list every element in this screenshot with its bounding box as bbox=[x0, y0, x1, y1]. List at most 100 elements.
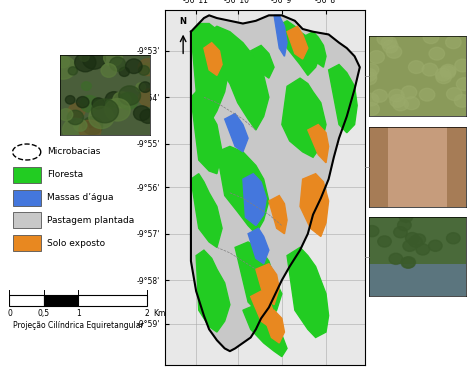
Circle shape bbox=[82, 49, 105, 69]
Text: Massas d’água: Massas d’água bbox=[47, 193, 113, 202]
Polygon shape bbox=[251, 45, 274, 78]
Circle shape bbox=[65, 96, 75, 104]
Circle shape bbox=[378, 236, 392, 247]
Circle shape bbox=[402, 257, 416, 268]
Bar bbox=[9, 296, 44, 306]
Polygon shape bbox=[196, 250, 230, 332]
Circle shape bbox=[446, 36, 461, 49]
Polygon shape bbox=[261, 264, 277, 299]
Polygon shape bbox=[225, 114, 248, 152]
Polygon shape bbox=[217, 146, 269, 234]
Circle shape bbox=[405, 233, 419, 244]
Circle shape bbox=[140, 109, 156, 124]
Circle shape bbox=[404, 97, 419, 110]
Circle shape bbox=[104, 49, 122, 66]
Polygon shape bbox=[302, 32, 326, 67]
Polygon shape bbox=[277, 21, 321, 75]
Text: 0,5: 0,5 bbox=[38, 309, 50, 318]
Circle shape bbox=[139, 82, 151, 92]
Circle shape bbox=[423, 31, 439, 44]
Circle shape bbox=[361, 72, 377, 85]
Bar bbox=[13, 190, 41, 206]
Bar bbox=[388, 127, 447, 207]
Polygon shape bbox=[248, 228, 269, 264]
Circle shape bbox=[422, 63, 438, 76]
Polygon shape bbox=[282, 78, 326, 157]
Circle shape bbox=[389, 89, 404, 102]
Polygon shape bbox=[191, 174, 222, 247]
Circle shape bbox=[80, 96, 99, 112]
Text: Projeção Cilíndrica Equiretangular: Projeção Cilíndrica Equiretangular bbox=[13, 321, 144, 330]
Circle shape bbox=[429, 48, 445, 60]
Polygon shape bbox=[243, 174, 266, 226]
Bar bbox=[13, 235, 41, 251]
Circle shape bbox=[364, 103, 379, 116]
Circle shape bbox=[364, 93, 379, 106]
Polygon shape bbox=[204, 43, 222, 75]
Text: 1: 1 bbox=[76, 309, 81, 318]
Circle shape bbox=[73, 119, 87, 131]
Circle shape bbox=[75, 53, 96, 72]
Circle shape bbox=[86, 119, 95, 128]
Circle shape bbox=[409, 61, 424, 73]
Polygon shape bbox=[269, 196, 287, 234]
Circle shape bbox=[455, 59, 470, 72]
Circle shape bbox=[372, 89, 387, 102]
Text: 0: 0 bbox=[7, 309, 12, 318]
Circle shape bbox=[92, 98, 105, 109]
Circle shape bbox=[383, 40, 398, 53]
Circle shape bbox=[63, 118, 89, 141]
Polygon shape bbox=[328, 65, 357, 133]
Circle shape bbox=[365, 226, 379, 237]
Circle shape bbox=[416, 244, 429, 255]
Circle shape bbox=[138, 59, 157, 76]
Bar bbox=[78, 296, 147, 306]
Circle shape bbox=[67, 110, 83, 125]
Circle shape bbox=[138, 66, 149, 75]
Polygon shape bbox=[287, 26, 308, 59]
Circle shape bbox=[381, 36, 397, 49]
Circle shape bbox=[436, 71, 451, 84]
Circle shape bbox=[126, 59, 142, 74]
Bar bbox=[369, 127, 388, 207]
Polygon shape bbox=[287, 247, 328, 337]
Circle shape bbox=[136, 83, 146, 92]
Circle shape bbox=[105, 98, 130, 121]
Circle shape bbox=[401, 86, 417, 99]
Circle shape bbox=[76, 97, 89, 108]
Bar bbox=[13, 212, 41, 228]
Circle shape bbox=[101, 63, 117, 77]
Circle shape bbox=[113, 92, 131, 108]
Circle shape bbox=[386, 46, 402, 58]
Polygon shape bbox=[300, 174, 328, 236]
Polygon shape bbox=[235, 242, 282, 321]
Circle shape bbox=[389, 253, 403, 264]
Bar bbox=[447, 127, 466, 207]
Polygon shape bbox=[251, 291, 274, 326]
Circle shape bbox=[412, 234, 426, 245]
Circle shape bbox=[393, 226, 407, 238]
Circle shape bbox=[82, 82, 91, 90]
Circle shape bbox=[89, 106, 114, 128]
Circle shape bbox=[82, 117, 102, 135]
Circle shape bbox=[369, 51, 384, 63]
Bar bbox=[44, 296, 78, 306]
Circle shape bbox=[401, 257, 415, 268]
Circle shape bbox=[428, 240, 442, 251]
Polygon shape bbox=[243, 305, 287, 356]
Text: Microbacias: Microbacias bbox=[47, 147, 100, 157]
Circle shape bbox=[398, 220, 411, 231]
Circle shape bbox=[79, 120, 101, 139]
Circle shape bbox=[440, 66, 456, 79]
Text: Solo exposto: Solo exposto bbox=[47, 239, 105, 248]
Circle shape bbox=[50, 56, 76, 79]
Circle shape bbox=[119, 67, 129, 76]
Circle shape bbox=[409, 236, 422, 247]
Polygon shape bbox=[308, 125, 328, 163]
Circle shape bbox=[68, 103, 85, 118]
Circle shape bbox=[109, 57, 126, 71]
Circle shape bbox=[454, 95, 470, 107]
Circle shape bbox=[141, 63, 154, 74]
Polygon shape bbox=[209, 26, 269, 130]
Text: Floresta: Floresta bbox=[47, 170, 83, 179]
